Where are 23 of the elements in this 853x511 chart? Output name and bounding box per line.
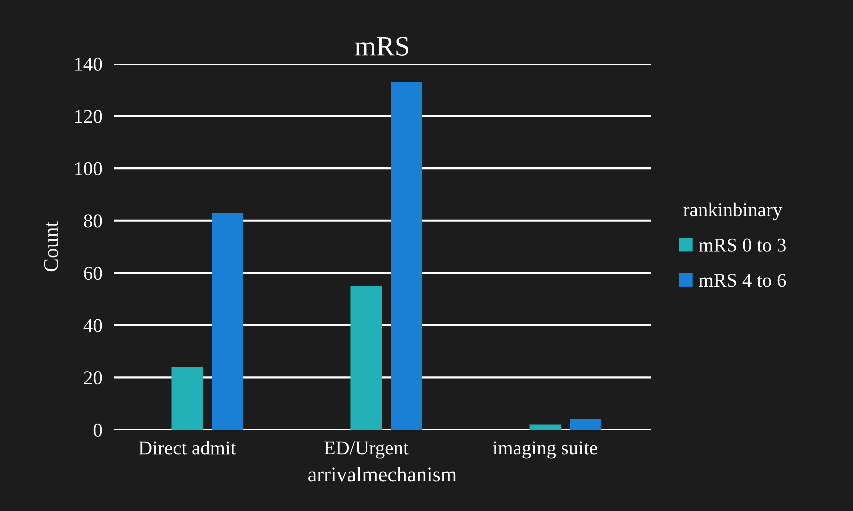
y-tick-label: 140 xyxy=(75,58,102,71)
bar xyxy=(172,367,204,430)
y-tick-label: 100 xyxy=(75,162,102,176)
bar xyxy=(212,213,244,430)
bar xyxy=(570,420,602,430)
legend-label: mRS 4 to 6 xyxy=(699,274,786,288)
chart-title: mRS xyxy=(355,37,409,56)
y-tick-label: 60 xyxy=(84,266,102,280)
legend-title: rankinbinary xyxy=(684,202,783,221)
y-tick-label: 40 xyxy=(84,319,102,332)
y-tick-label: 120 xyxy=(75,110,102,124)
bar xyxy=(530,424,562,430)
x-tick-label: imaging suite xyxy=(493,442,598,459)
bar xyxy=(391,82,422,430)
y-axis-title: Count xyxy=(44,222,58,272)
x-axis-title: arrivalmechanism xyxy=(308,467,457,482)
y-tick-label: 0 xyxy=(94,424,102,437)
x-tick-label: Direct admit xyxy=(139,441,236,455)
bar xyxy=(350,286,382,430)
y-tick-label: 80 xyxy=(84,214,102,228)
y-tick-label: 20 xyxy=(84,372,102,385)
legend-label: mRS 0 to 3 xyxy=(699,238,786,252)
x-tick-label: ED/Urgent xyxy=(324,442,409,459)
